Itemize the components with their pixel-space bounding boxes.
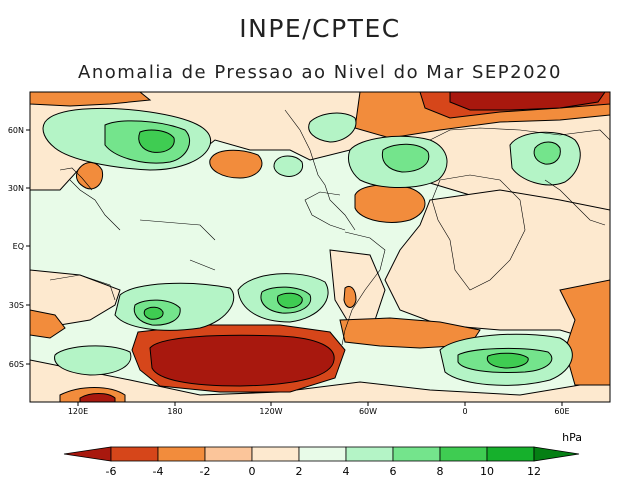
colorbar-segment	[439, 446, 488, 462]
coastlines	[49, 109, 610, 346]
colorbar-tick: 6	[390, 465, 397, 478]
colorbar-tick: 2	[296, 465, 303, 478]
low-greenland-sea	[30, 92, 152, 107]
lon-label-180: 180	[167, 407, 182, 416]
colorbar-tick: -6	[106, 465, 117, 478]
low-west	[30, 309, 66, 339]
colorbar-arrow-left	[63, 446, 112, 462]
low-japan	[75, 162, 104, 190]
lat-label-60s: 60S	[9, 360, 24, 369]
high-south-atlantic-peak	[486, 352, 529, 369]
high-north-pacific-peak	[138, 129, 175, 153]
colorbar-segment	[251, 446, 300, 462]
lat-label-60n: 60N	[8, 126, 24, 135]
high-south-pacific-east-peak	[277, 292, 303, 309]
map-title: Anomalia de Pressao ao Nivel do Mar SEP2…	[78, 62, 562, 83]
colorbar-unit: hPa	[562, 431, 582, 444]
high-southwest	[54, 345, 132, 376]
colorbar-segment	[298, 446, 347, 462]
colorbar-segment	[204, 446, 253, 462]
colorbar-tick: -2	[200, 465, 211, 478]
low-arctic-extreme	[449, 92, 606, 111]
low-south-left-core	[79, 393, 116, 402]
colorbar-segment	[345, 446, 394, 462]
lon-label-120w: 120W	[259, 407, 282, 416]
low-north-pacific	[209, 149, 263, 179]
lon-label-120e: 120E	[68, 407, 88, 416]
colorbar-arrow-tip	[533, 446, 580, 462]
colorbar-tick: 8	[437, 465, 444, 478]
lon-label-60w: 60W	[359, 407, 377, 416]
lat-label-30s: 30S	[9, 301, 24, 310]
high-canada	[308, 112, 357, 143]
colorbar-tick: 0	[249, 465, 256, 478]
lat-label-eq: EQ	[13, 242, 24, 251]
colorbar-tick: -4	[153, 465, 164, 478]
map-field	[30, 92, 610, 402]
high-north-atlantic-core	[381, 143, 430, 173]
colorbar: hPa -6 -4 -2 0 2 4 6 8 10 12	[63, 431, 582, 478]
low-southeast	[559, 279, 610, 386]
lat-ticks	[26, 129, 30, 365]
high-south-pacific-peak	[143, 306, 164, 320]
colorbar-tick: 10	[480, 465, 494, 478]
low-south-america	[343, 286, 357, 308]
app-title: INPE/CPTEC	[239, 14, 401, 43]
neg-anomaly-south	[30, 359, 610, 402]
lon-label-0: 0	[462, 407, 467, 416]
high-siberia-core	[533, 141, 561, 165]
colorbar-segment	[157, 446, 206, 462]
colorbar-tick: 12	[527, 465, 541, 478]
low-atlantic	[354, 184, 426, 223]
colorbar-tick: 4	[343, 465, 350, 478]
low-pacific-extreme	[149, 334, 335, 387]
colorbar-segment	[486, 446, 535, 462]
colorbar-segment	[392, 446, 441, 462]
high-pacific-center	[273, 155, 304, 177]
neg-anomaly-africa	[384, 189, 610, 346]
lat-label-30n: 30N	[8, 184, 24, 193]
lon-ticks	[77, 402, 563, 406]
colorbar-segment	[110, 446, 159, 462]
lon-label-60e: 60E	[554, 407, 569, 416]
